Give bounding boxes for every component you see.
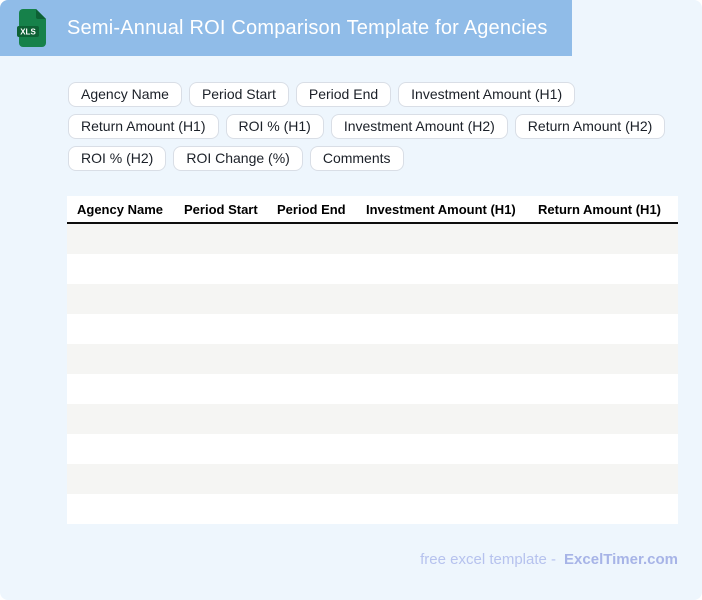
column-chip[interactable]: ROI % (H1) [225, 114, 324, 139]
page-title: Semi-Annual ROI Comparison Template for … [67, 16, 548, 39]
xls-file-icon: XLS [17, 9, 46, 47]
table-header-cell: Agency Name [77, 201, 163, 217]
table-row [67, 434, 678, 464]
table-header-cell: Investment Amount (H1) [366, 201, 516, 217]
table-row [67, 494, 678, 524]
table-row [67, 284, 678, 314]
footer-brand-link[interactable]: ExcelTimer.com [564, 551, 678, 568]
column-chip[interactable]: Return Amount (H2) [514, 114, 666, 139]
table-row [67, 344, 678, 374]
table-row [67, 314, 678, 344]
column-chip[interactable]: Return Amount (H1) [68, 114, 219, 139]
column-chip[interactable]: Agency Name [68, 82, 182, 107]
column-chip[interactable]: Comments [309, 146, 404, 171]
table-header-cell: Period Start [184, 201, 258, 217]
column-chip[interactable]: Period Start [188, 82, 289, 107]
column-chip[interactable]: Period End [295, 82, 392, 107]
table-row [67, 254, 678, 284]
table-header-row: Agency Name Period Start Period End Investm… [67, 196, 678, 224]
xls-icon-label: XLS [20, 28, 36, 37]
table-header-cell: Return Amount (H1) [538, 201, 662, 217]
table-row [67, 404, 678, 434]
data-table: Agency Name Period Start Period End Investm… [67, 196, 678, 524]
table-row [67, 374, 678, 404]
header-bar: XLS Semi-Annual ROI Comparison Template … [0, 0, 572, 56]
table-body [67, 224, 678, 524]
table-row [67, 464, 678, 494]
table-row [67, 224, 678, 254]
table-header-cell: Period End [277, 201, 346, 217]
footer: free excel template - ExcelTimer.com [420, 551, 678, 568]
column-chip[interactable]: ROI % (H2) [68, 146, 167, 171]
column-chip[interactable]: Investment Amount (H2) [330, 114, 508, 139]
column-chip-list: Agency Name Period Start Period End Investm… [68, 82, 688, 171]
footer-text: free excel template - [420, 551, 557, 568]
column-chip[interactable]: Investment Amount (H1) [398, 82, 576, 107]
column-chip[interactable]: ROI Change (%) [173, 146, 303, 171]
